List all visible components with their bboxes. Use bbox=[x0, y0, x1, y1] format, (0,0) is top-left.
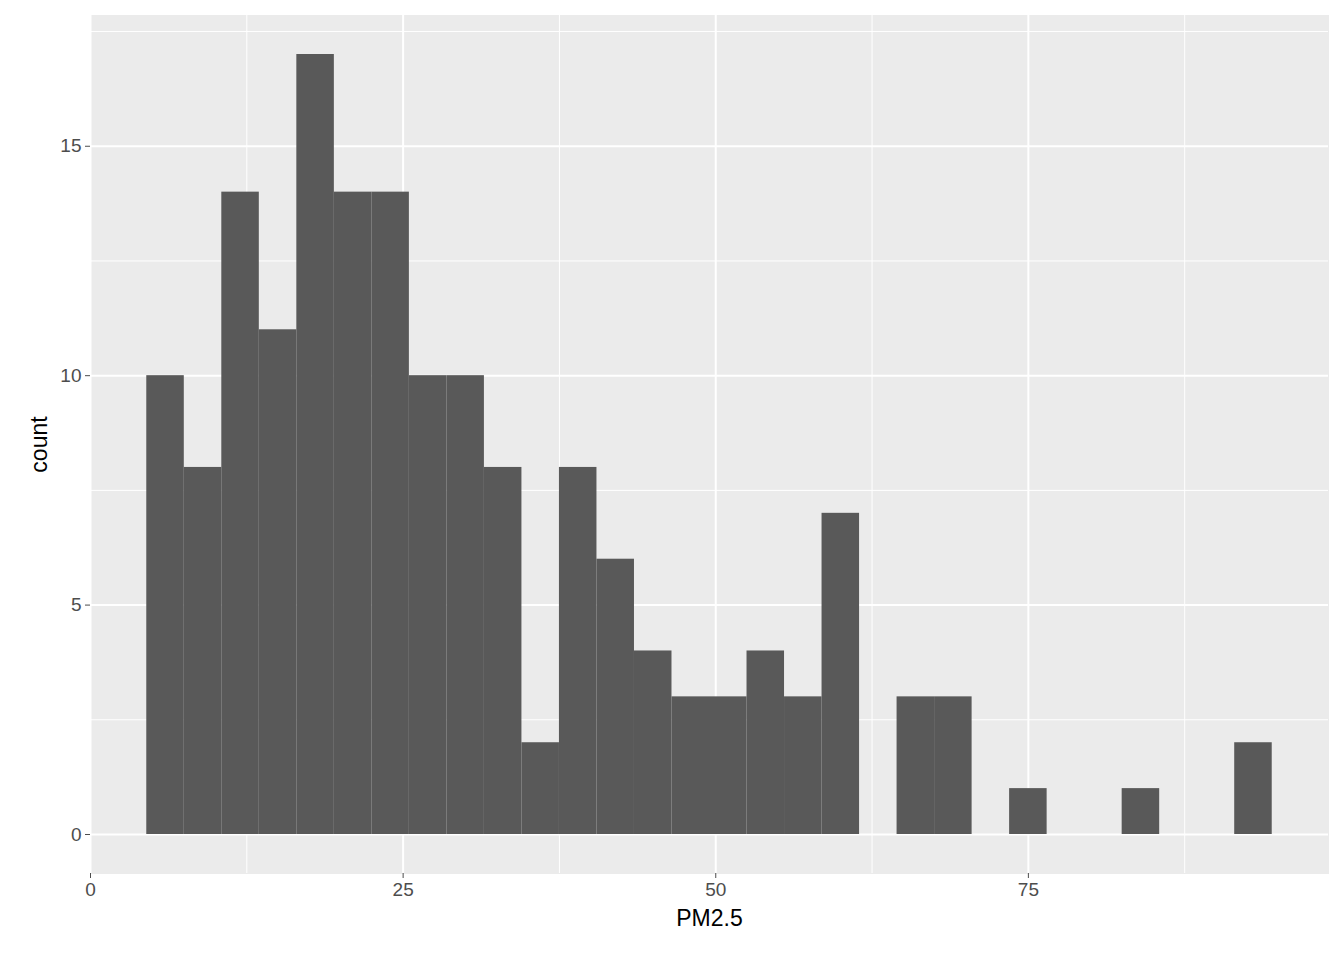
svg-text:50: 50 bbox=[705, 879, 726, 900]
svg-text:75: 75 bbox=[1018, 879, 1039, 900]
svg-text:25: 25 bbox=[393, 879, 414, 900]
svg-text:5: 5 bbox=[71, 594, 82, 615]
svg-text:PM2.5: PM2.5 bbox=[676, 905, 742, 931]
svg-text:15: 15 bbox=[60, 135, 81, 156]
svg-text:0: 0 bbox=[85, 879, 96, 900]
svg-text:10: 10 bbox=[60, 365, 81, 386]
svg-text:count: count bbox=[26, 416, 52, 473]
svg-text:0: 0 bbox=[71, 824, 82, 845]
